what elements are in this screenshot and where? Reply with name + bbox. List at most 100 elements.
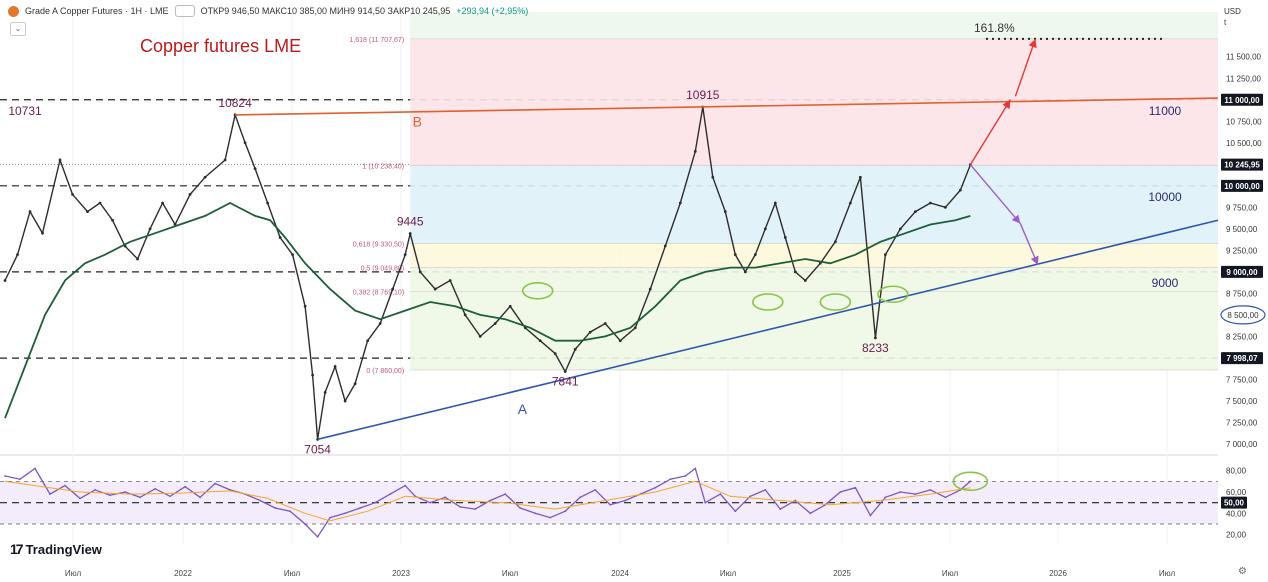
- price-point: [833, 240, 837, 244]
- unit-code: t: [1224, 18, 1227, 27]
- rsi-point: [749, 495, 752, 498]
- fib-level-label: 1 (10 238,40): [363, 163, 405, 170]
- fib-level-label: 0,5 (9 049,80): [361, 266, 405, 273]
- tradingview-logo[interactable]: 17 TradingView: [10, 541, 102, 557]
- rsi-point: [519, 507, 522, 509]
- currency-label[interactable]: USD t: [1224, 6, 1241, 28]
- y-tick-label: 7 500,00: [1226, 397, 1258, 406]
- rsi-point: [359, 507, 362, 509]
- rsi-point: [504, 493, 507, 496]
- swing-label: 9445: [397, 215, 424, 229]
- rsi-point: [914, 493, 917, 496]
- fib-zone: [410, 12, 1219, 39]
- forecast-arrow-down: [969, 164, 1021, 225]
- price-badge-label: 8 500,00: [1227, 311, 1259, 320]
- fib-target-label: 161.8%: [974, 21, 1015, 35]
- price-badge-label: 9 000,00: [1226, 268, 1258, 277]
- fib-zone: [410, 38, 1219, 166]
- symbol-header[interactable]: Grade A Copper Futures · 1H · LME ОТКР9 …: [8, 3, 528, 19]
- rsi-point: [214, 482, 216, 485]
- symbol-name[interactable]: Grade A Copper Futures · 1H · LME: [25, 6, 169, 16]
- price-point: [618, 339, 622, 343]
- rsi-point: [459, 506, 462, 508]
- trendline-b[interactable]: [235, 97, 1219, 116]
- swing-label: 10731: [8, 104, 42, 118]
- price-point: [858, 175, 862, 179]
- rsi-point: [669, 478, 672, 481]
- support-ellipse: [752, 293, 784, 311]
- price-point: [3, 279, 7, 282]
- rsi-point: [549, 516, 552, 519]
- price-point: [98, 201, 102, 205]
- trendline-a[interactable]: [317, 219, 1219, 441]
- price-point: [203, 175, 207, 179]
- level-label: 9000: [1152, 276, 1179, 290]
- fib-level-label: 0 (7 860,00): [366, 368, 404, 375]
- rsi-point: [404, 484, 407, 487]
- price-point: [303, 304, 307, 308]
- visibility-icon[interactable]: [174, 5, 195, 17]
- price-point: [188, 193, 192, 196]
- rsi-point: [169, 495, 171, 498]
- rsi-point: [594, 488, 597, 491]
- price-point: [266, 201, 270, 205]
- trendline-label: A: [518, 401, 528, 417]
- rsi-point: [489, 499, 492, 502]
- x-tick-label: 2023: [392, 569, 410, 578]
- gear-icon[interactable]: ⚙: [1238, 566, 1247, 577]
- price-point: [58, 158, 62, 162]
- price-point: [913, 210, 917, 214]
- rsi-point: [764, 488, 767, 491]
- rsi-point: [429, 501, 432, 504]
- price-badge: [1221, 352, 1263, 365]
- support-ellipse: [521, 282, 554, 300]
- price-point: [161, 201, 164, 205]
- swing-label: 10824: [218, 96, 252, 110]
- rsi-tick-label: 60,00: [1226, 488, 1247, 497]
- x-tick-label: 2024: [611, 569, 629, 578]
- price-badge-label: 11 000,00: [1224, 96, 1260, 105]
- price-point: [743, 270, 747, 274]
- trendline-label: B: [413, 113, 422, 129]
- x-tick-label: 2025: [833, 569, 851, 578]
- rsi-point: [839, 491, 842, 493]
- price-point: [723, 210, 727, 214]
- price-point: [403, 253, 407, 257]
- rsi-point: [854, 486, 857, 489]
- rsi-point: [344, 512, 347, 515]
- price-point: [448, 279, 452, 282]
- rsi-point: [899, 491, 902, 493]
- price-point: [573, 347, 577, 351]
- price-point: [693, 150, 697, 153]
- price-point: [391, 287, 395, 291]
- rsi-point: [304, 523, 307, 525]
- price-point: [433, 287, 437, 291]
- fib-zone: [410, 243, 1219, 268]
- rsi-tick-label: 20,00: [1226, 531, 1247, 540]
- price-point: [463, 313, 467, 317]
- price-point: [136, 257, 139, 261]
- level-label: 11000: [1149, 104, 1182, 118]
- price-point: [343, 399, 347, 403]
- price-badge-label: 10 000,00: [1224, 182, 1260, 191]
- price-point: [563, 370, 567, 374]
- swing-label: 7054: [304, 442, 331, 456]
- price-point: [311, 373, 315, 377]
- y-tick-label: 10 750,00: [1226, 117, 1262, 126]
- y-tick-label: 9 750,00: [1226, 203, 1258, 212]
- rsi-point: [564, 510, 567, 513]
- price-point: [71, 193, 74, 196]
- x-tick-label: Июл: [942, 569, 959, 578]
- fib-level-label: 0,382 (8 769,10): [353, 290, 404, 297]
- rsi-badge: [1221, 496, 1247, 509]
- rsi-point: [259, 499, 262, 502]
- fib-level-label: 1,618 (11 707,67): [349, 37, 404, 44]
- x-tick-label: Июл: [284, 569, 301, 578]
- collapse-legend-icon[interactable]: ⌄: [10, 22, 26, 36]
- price-point: [603, 322, 607, 325]
- price-point: [663, 244, 667, 248]
- rsi-point: [389, 493, 392, 496]
- price-point: [958, 188, 962, 192]
- price-badge-outline: [1220, 305, 1266, 325]
